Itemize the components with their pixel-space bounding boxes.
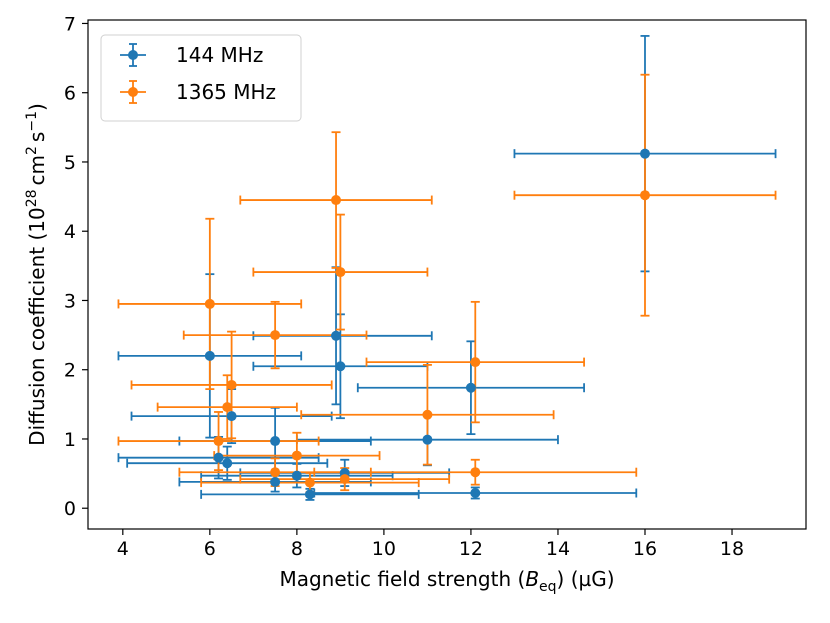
legend-marker-series-1365	[128, 87, 138, 97]
x-axis-label: Magnetic field strength (Beq) (µG)	[279, 567, 614, 595]
series-1365-point	[339, 474, 350, 485]
series-1365-point	[331, 195, 342, 206]
y-axis: 0 1 2 3 4 5 6 7	[64, 13, 88, 520]
y-tick-label: 3	[64, 290, 76, 312]
series-144-point	[335, 361, 346, 372]
legend-label-series-1365: 1365 MHz	[176, 80, 276, 104]
series-1365-point	[270, 330, 281, 341]
series-144-point	[331, 330, 342, 341]
series-1365-point	[291, 450, 302, 461]
series-144-point	[291, 470, 302, 481]
series-144-point	[222, 458, 233, 469]
y-axis-label: Diffusion coefficient (1028 cm2 s−1)	[24, 103, 49, 446]
x-tick-label: 12	[459, 538, 483, 560]
series-1365-point	[204, 298, 215, 309]
y-tick-label: 4	[64, 221, 76, 243]
series-1365-point	[304, 477, 315, 488]
plot-frame	[87, 19, 807, 530]
series-1365-point	[422, 409, 433, 420]
series-1365-point	[222, 402, 233, 413]
series-144-point	[304, 489, 315, 500]
x-tick-label: 8	[291, 538, 303, 560]
markers-layer	[204, 148, 650, 500]
y-tick-label: 5	[64, 152, 76, 174]
series-144-point	[204, 350, 215, 361]
series-144-point	[270, 436, 281, 447]
x-tick-label: 10	[372, 538, 396, 560]
y-tick-label: 7	[64, 13, 76, 35]
series-1365-point	[213, 436, 224, 447]
series-1365-point	[639, 190, 650, 201]
series-1365-point	[470, 357, 481, 368]
x-tick-label: 18	[720, 538, 744, 560]
series-144-point	[465, 382, 476, 393]
legend-frame	[100, 34, 302, 122]
x-tick-label: 14	[546, 538, 570, 560]
x-axis: 4 6 8 10 12 14 16 18	[117, 529, 744, 560]
x-tick-label: 4	[117, 538, 129, 560]
x-tick-label: 6	[204, 538, 216, 560]
series-1365-point	[270, 467, 281, 478]
series-1365-point	[335, 267, 346, 278]
series-144-point	[226, 411, 237, 422]
series-1365-point	[470, 467, 481, 478]
legend-marker-series-144	[128, 50, 138, 60]
y-tick-label: 0	[64, 498, 76, 520]
y-tick-label: 2	[64, 360, 76, 382]
series-144-point	[639, 148, 650, 159]
legend-label-series-144: 144 MHz	[176, 43, 263, 67]
y-tick-label: 6	[64, 83, 76, 105]
legend: 144 MHz 1365 MHz	[100, 34, 302, 122]
y-tick-label: 1	[64, 429, 76, 451]
series-1365-point	[226, 379, 237, 390]
series-144-point	[213, 452, 224, 463]
series-144-point	[270, 476, 281, 487]
series-144-point	[422, 434, 433, 445]
x-tick-label: 16	[633, 538, 657, 560]
series-144-point	[470, 487, 481, 498]
